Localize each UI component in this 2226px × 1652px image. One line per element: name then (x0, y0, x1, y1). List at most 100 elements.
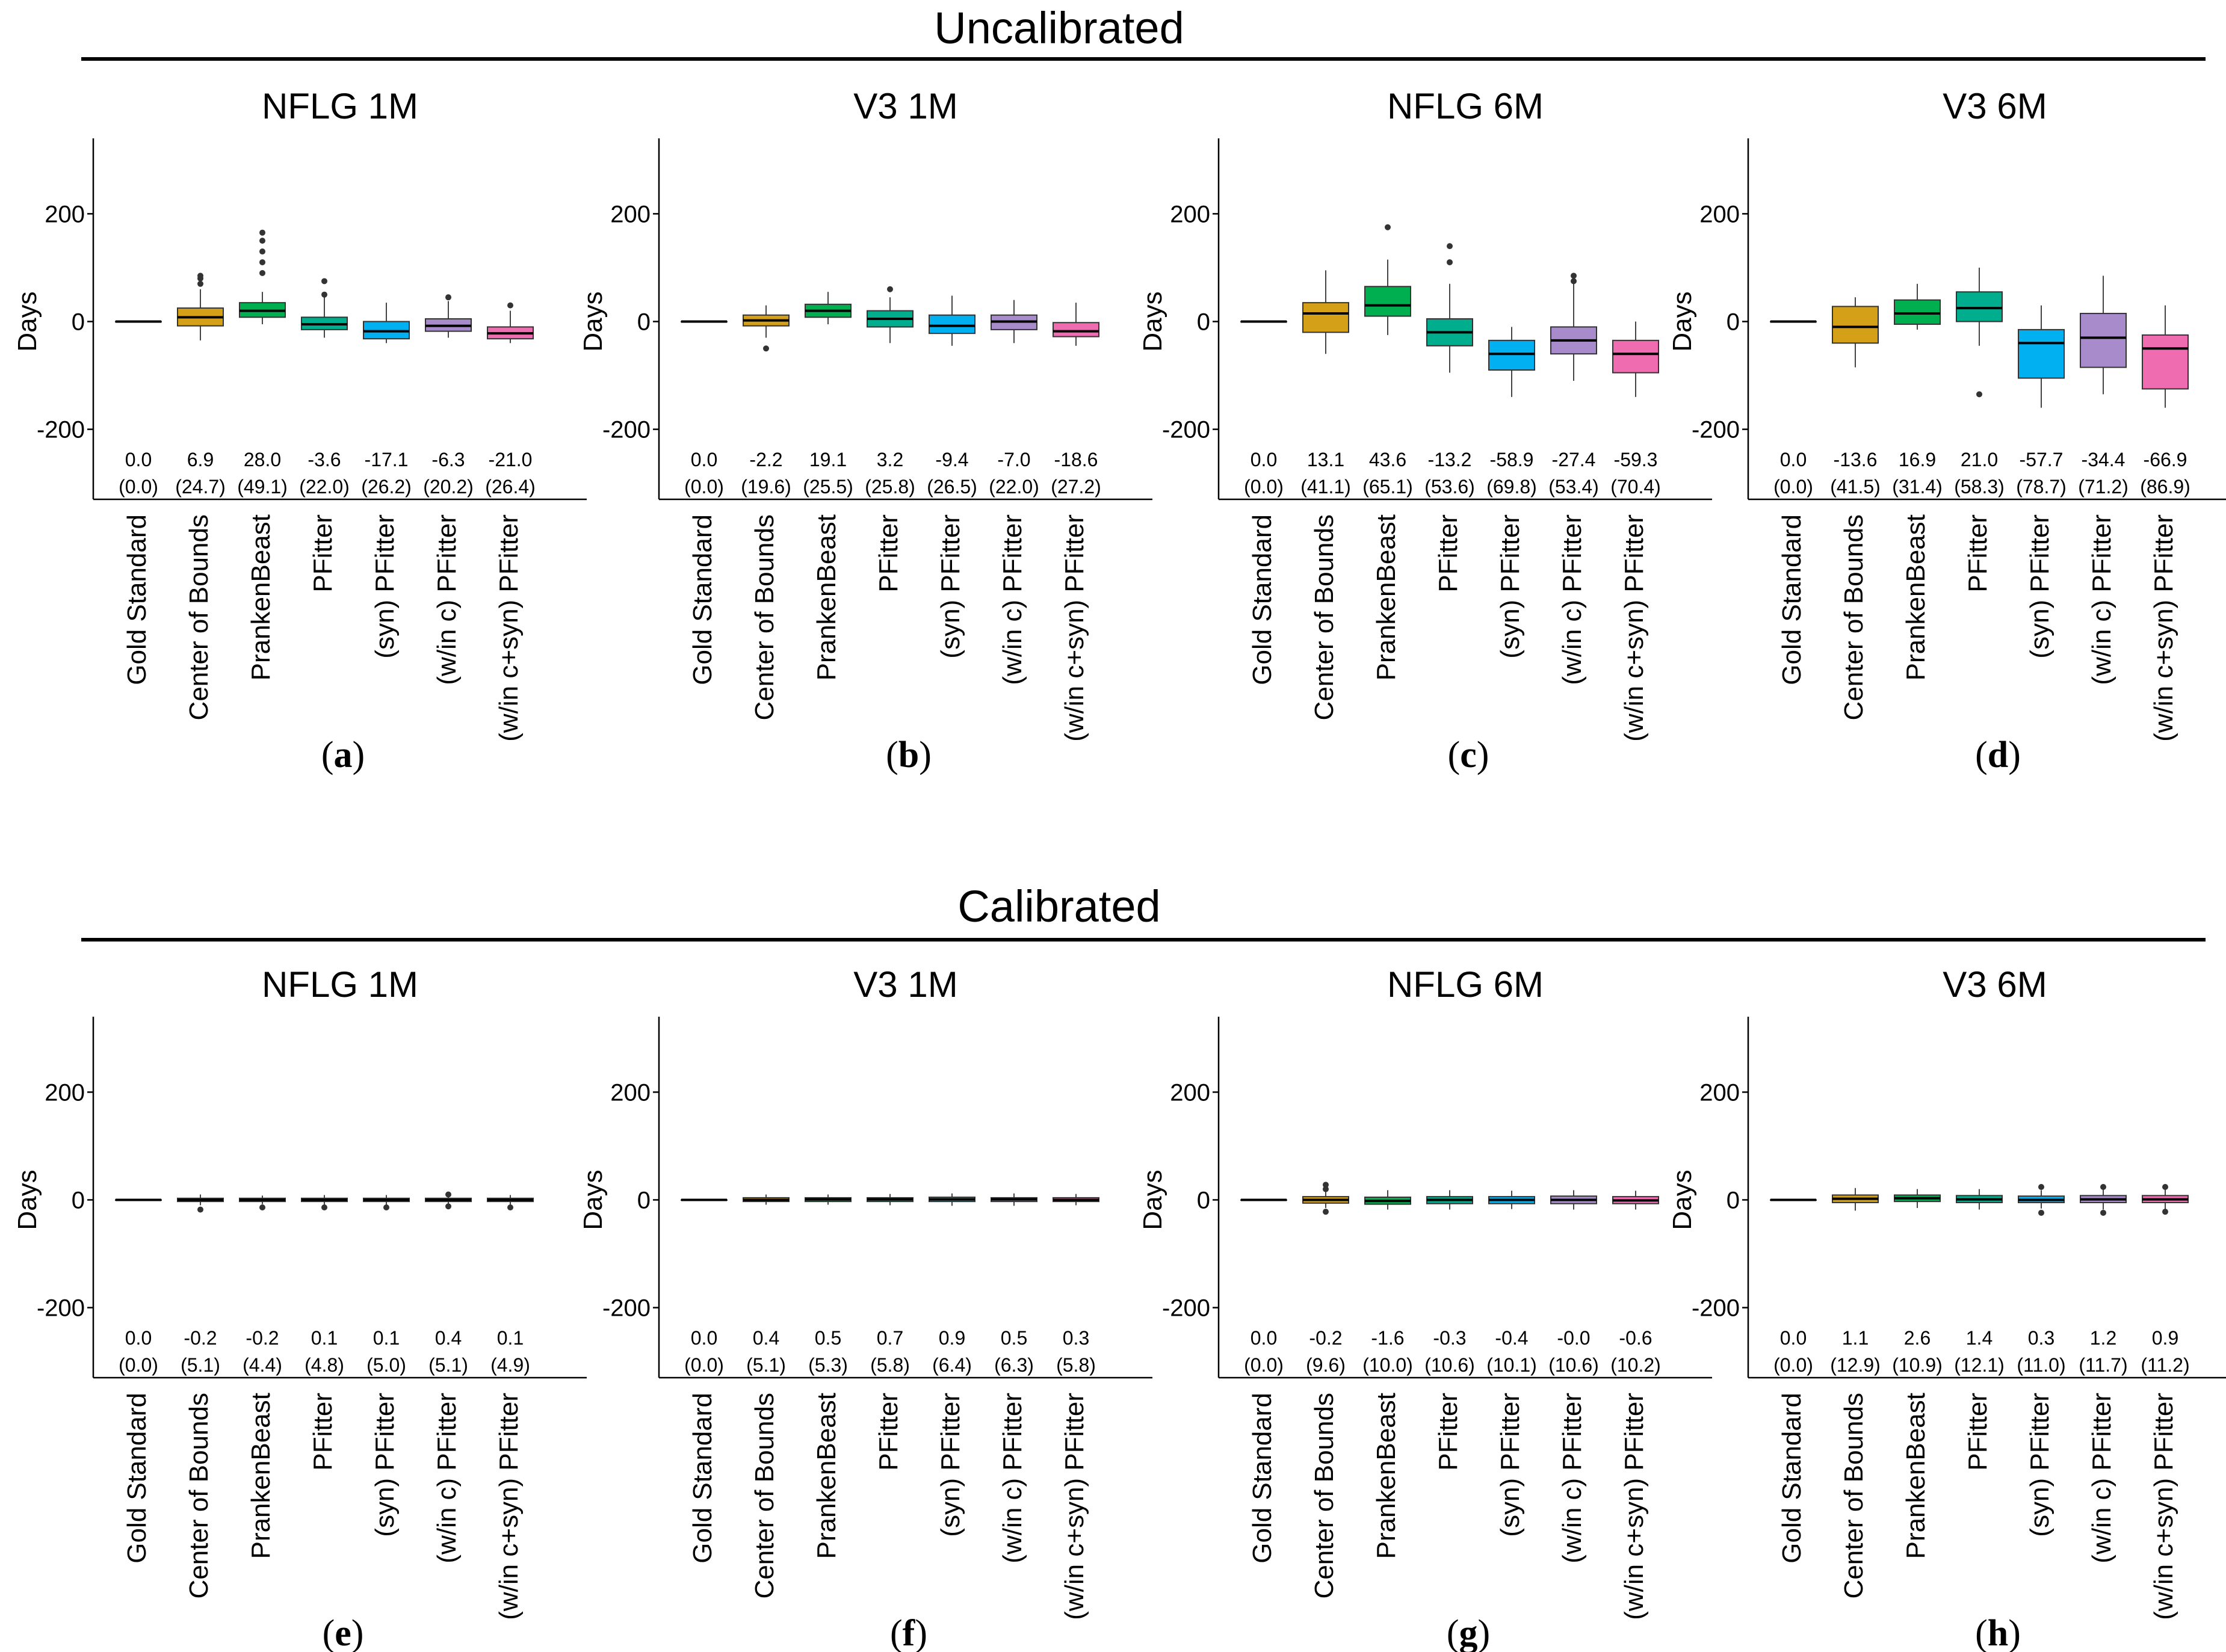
sd-label: (12.1) (1954, 1354, 2005, 1376)
sd-label: (10.9) (1892, 1354, 1943, 1376)
category-label: (w/in c+syn) PFitter (494, 1393, 524, 1620)
category-label: Gold Standard (688, 514, 717, 685)
outlier-point (2038, 1209, 2044, 1216)
category-label: (w/in c) PFitter (432, 1393, 462, 1564)
y-tick-label: 200 (1699, 1079, 1740, 1106)
category-label: (syn) PFitter (370, 1393, 400, 1537)
mean-label: 0.7 (877, 1327, 903, 1349)
category-label: (w/in c) PFitter (2087, 514, 2116, 685)
y-axis-label: Days (1668, 291, 1697, 351)
sd-label: (10.1) (1486, 1354, 1537, 1376)
sd-label: (4.9) (490, 1354, 530, 1376)
sd-label: (53.4) (1548, 476, 1599, 498)
y-axis-label: Days (1138, 1170, 1167, 1230)
mean-label: 0.0 (125, 1327, 152, 1349)
outlier-point (445, 1203, 451, 1210)
mean-label: -34.4 (2082, 449, 2126, 470)
category-label: PFitter (308, 514, 338, 593)
mean-label: 0.0 (125, 449, 152, 470)
y-tick-label: -200 (1692, 1295, 1740, 1322)
category-label: (syn) PFitter (370, 514, 400, 659)
outlier-point (197, 1206, 203, 1213)
y-tick-label: -200 (602, 1295, 651, 1322)
panel-title: NFLG 1M (262, 86, 418, 126)
sd-label: (0.0) (684, 1354, 724, 1376)
category-label: Gold Standard (1777, 1393, 1807, 1564)
outlier-point (2038, 1183, 2044, 1190)
section-title-calibrated: Calibrated (957, 881, 1160, 931)
box-iqr (1832, 306, 1879, 344)
sd-label: (0.0) (684, 476, 724, 498)
sd-label: (78.7) (2016, 476, 2067, 498)
panel-c: NFLG 6M 200 0 -200 Days 0.0 13.1 43.6 -13.2 -58.9… (1138, 86, 1712, 775)
mean-label: -57.7 (2020, 449, 2064, 470)
category-label: (w/in c+syn) PFitter (1619, 514, 1649, 742)
box-iqr (1612, 339, 1659, 374)
sd-label: (0.0) (1244, 1354, 1284, 1376)
panel-letter: (a) (321, 735, 365, 775)
y-tick-label: -200 (1692, 417, 1740, 443)
mean-label: -17.1 (365, 449, 409, 470)
sd-label: (11.7) (2079, 1354, 2127, 1376)
outlier-point (2100, 1209, 2106, 1216)
sd-label: (25.5) (803, 476, 853, 498)
mean-label: 0.5 (815, 1327, 841, 1349)
mean-label: 0.5 (1001, 1327, 1027, 1349)
y-tick-label: 200 (610, 201, 651, 227)
mean-label: 0.9 (939, 1327, 965, 1349)
mean-label: 0.3 (1063, 1327, 1089, 1349)
sd-label: (0.0) (119, 476, 158, 498)
outlier-point (1447, 243, 1453, 250)
mean-label: -3.6 (308, 449, 341, 470)
y-tick-label: 200 (45, 1079, 85, 1106)
panel-letter: (g) (1447, 1613, 1490, 1652)
outlier-point (259, 259, 265, 265)
category-label: (w/in c) PFitter (1557, 1393, 1587, 1564)
mean-label: 1.4 (1966, 1327, 1993, 1349)
category-label: (w/in c) PFitter (998, 1393, 1027, 1564)
box-iqr (1364, 286, 1411, 317)
panel-d: V3 6M 200 0 -200 Days 0.0 -13.6 16.9 21.0 -57.7 -3… (1668, 86, 2226, 775)
outlier-point (2162, 1183, 2168, 1190)
category-label: Gold Standard (122, 1393, 152, 1564)
y-tick-label: -200 (1162, 417, 1210, 443)
outlier-point (321, 278, 327, 285)
y-tick-label: 0 (637, 1187, 651, 1213)
outlier-point (507, 1204, 513, 1211)
mean-label: -0.4 (1495, 1327, 1528, 1349)
category-label: Center of Bounds (184, 514, 214, 720)
y-tick-label: 200 (1170, 1079, 1210, 1106)
sd-label: (65.1) (1362, 476, 1413, 498)
mean-label: 0.0 (1251, 449, 1277, 470)
category-label: PFitter (874, 514, 903, 593)
panel-h: V3 6M 200 0 -200 Days 0.0 1.1 2.6 1.4 0.3 1.2 0.9 (0… (1668, 964, 2226, 1652)
panel-letter: (c) (1448, 735, 1489, 775)
y-axis-label: Days (578, 1170, 608, 1230)
y-axis-label: Days (1668, 1170, 1697, 1230)
mean-label: 0.0 (1780, 1327, 1807, 1349)
mean-label: 3.2 (877, 449, 903, 470)
box-iqr (2018, 328, 2065, 379)
sd-label: (49.1) (237, 476, 288, 498)
mean-label: 1.1 (1842, 1327, 1869, 1349)
sd-label: (10.6) (1548, 1354, 1599, 1376)
category-label: PFitter (874, 1393, 903, 1471)
category-label: PrankenBeast (246, 1393, 276, 1559)
panel-letter: (h) (1975, 1613, 2021, 1652)
y-axis-label: Days (13, 291, 42, 351)
y-tick-label: -200 (37, 1295, 85, 1322)
sd-label: (10.0) (1362, 1354, 1413, 1376)
mean-label: -0.2 (246, 1327, 279, 1349)
category-label: PrankenBeast (1901, 514, 1931, 680)
category-label: PrankenBeast (1901, 1393, 1931, 1559)
category-label: (w/in c+syn) PFitter (2149, 514, 2178, 742)
category-label: Center of Bounds (184, 1393, 214, 1598)
outlier-point (445, 1191, 451, 1198)
sd-label: (5.0) (366, 1354, 406, 1376)
outlier-point (321, 1204, 327, 1211)
mean-label: -58.9 (1490, 449, 1534, 470)
outlier-point (1385, 224, 1391, 230)
outlier-point (321, 291, 327, 298)
panel-b: V3 1M 200 0 -200 Days 0.0 -2.2 19.1 3.2 -9.4 -7.0 -… (578, 86, 1152, 775)
sd-label: (4.4) (243, 1354, 282, 1376)
